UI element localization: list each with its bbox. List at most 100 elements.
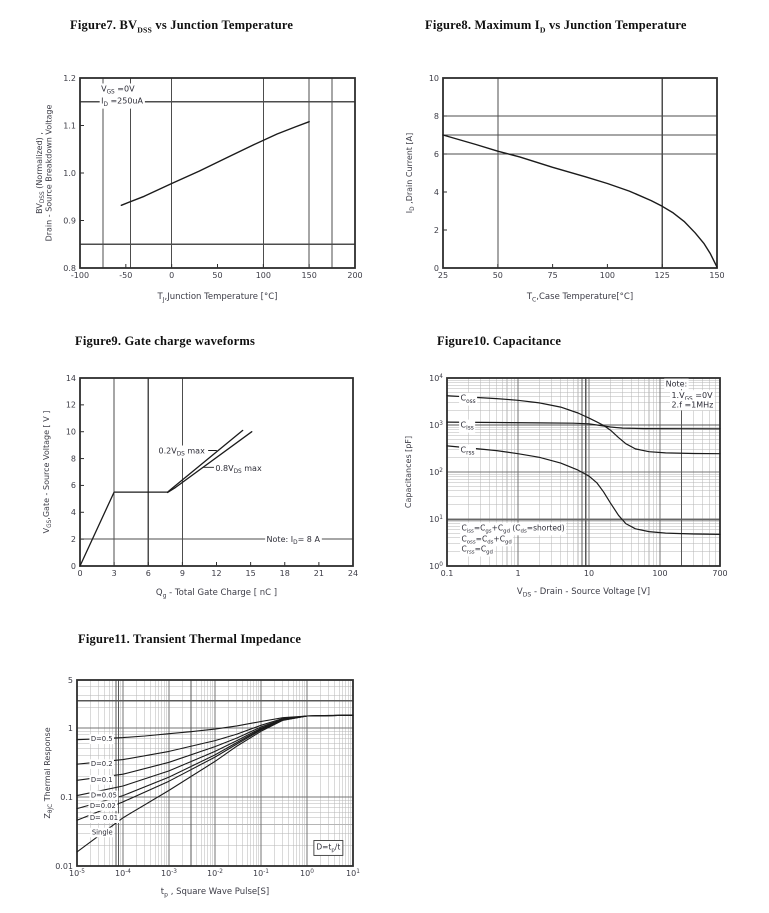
- plot-border: [442, 77, 718, 269]
- svg-text:104: 104: [429, 374, 443, 383]
- svg-text:1: 1: [515, 569, 520, 578]
- svg-text:Ciss: Ciss: [461, 420, 474, 431]
- svg-text:0.8: 0.8: [63, 264, 76, 273]
- tick-labels: 0.1 1 10 100 700 100 101 102 103 104: [429, 374, 728, 578]
- svg-text:ID ,Drain Current [A]: ID ,Drain Current [A]: [405, 133, 416, 213]
- svg-text:4: 4: [71, 508, 76, 517]
- svg-text:50: 50: [212, 271, 222, 280]
- tick-labels: -100 -50 0 50 100 150 200 0.8 0.9 1.0 1.1 1.2: [63, 74, 362, 280]
- series: [76, 714, 354, 853]
- svg-text:12: 12: [211, 569, 221, 578]
- annotations: VGS =0V ID =250uA: [99, 83, 145, 109]
- svg-text:tp , Square Wave Pulse[S]: tp , Square Wave Pulse[S]: [161, 887, 269, 898]
- svg-text:1: 1: [68, 724, 73, 733]
- svg-text:0: 0: [71, 562, 76, 571]
- grid-lines: [443, 78, 717, 268]
- grid-lines: [80, 378, 353, 566]
- svg-text:-50: -50: [119, 271, 132, 280]
- series: [442, 134, 718, 268]
- svg-text:10-1: 10-1: [253, 869, 269, 878]
- annotations: D=0.5 D=0.2 D=0.1 D=0.05 D=0.02 D= 0.01 Single…: [88, 734, 344, 856]
- svg-text:Note:: Note:: [666, 379, 688, 388]
- series-ciss: [446, 421, 721, 430]
- svg-text:Drain - Source Breakdown Volta: Drain - Source Breakdown Voltage: [45, 105, 54, 242]
- svg-text:0.2VDS max: 0.2VDS max: [158, 446, 205, 457]
- svg-text:100: 100: [300, 869, 314, 878]
- svg-text:10: 10: [429, 74, 439, 83]
- svg-text:5: 5: [68, 676, 73, 685]
- svg-text:ZθJC Thermal Response: ZθJC Thermal Response: [43, 727, 54, 818]
- svg-text:18: 18: [280, 569, 290, 578]
- svg-text:1.2: 1.2: [63, 74, 76, 83]
- svg-text:D=tp/t: D=tp/t: [316, 842, 340, 853]
- svg-text:1.0: 1.0: [63, 169, 76, 178]
- series-bvdss-normalized: [120, 121, 310, 206]
- svg-text:125: 125: [655, 271, 670, 280]
- svg-text:100: 100: [256, 271, 271, 280]
- svg-text:D=0.5: D=0.5: [91, 735, 113, 743]
- series: [79, 429, 253, 567]
- axis-titles: VDS - Drain - Source Voltage [V] Capacita…: [404, 436, 650, 598]
- svg-text:1.1: 1.1: [63, 121, 76, 130]
- svg-text:VGS =0V: VGS =0V: [101, 84, 135, 95]
- figure11-chart: 10-5 10-4 10-3 10-2 10-1 100 101 0.01 0.1 1 5 D=0.5…: [43, 676, 360, 899]
- svg-text:D=0.2: D=0.2: [91, 760, 113, 768]
- svg-text:D=0.02: D=0.02: [90, 802, 116, 810]
- axis-titles: tp , Square Wave Pulse[S] ZθJC Thermal Re…: [43, 727, 269, 898]
- figure10-title: Figure10. Capacitance: [437, 334, 562, 348]
- figure7-chart: -100 -50 0 50 100 150 200 0.8 0.9 1.0 1.1 1.2 VGS =0…: [35, 74, 363, 304]
- svg-text:Coss=Cds+Cgd: Coss=Cds+Cgd: [461, 534, 511, 545]
- svg-text:101: 101: [346, 869, 360, 878]
- svg-text:75: 75: [548, 271, 558, 280]
- svg-text:BVDSS (Normalized) ,: BVDSS (Normalized) ,: [35, 132, 46, 214]
- annotations: 0.2VDS max 0.8VDS max Note: ID= 8 A: [157, 445, 322, 547]
- svg-text:24: 24: [348, 569, 358, 578]
- svg-text:10: 10: [66, 428, 76, 437]
- svg-text:VDS - Drain - Source Voltage [: VDS - Drain - Source Voltage [V]: [517, 587, 650, 598]
- svg-text:D=0.1: D=0.1: [91, 776, 113, 784]
- svg-text:0: 0: [77, 569, 82, 578]
- annotations: Coss Ciss Crss Note: 1.VGS =0V2.f =1MHz Ciss=…: [459, 378, 715, 557]
- svg-text:101: 101: [429, 515, 443, 524]
- svg-text:0: 0: [434, 264, 439, 273]
- svg-text:D= 0.01: D= 0.01: [90, 814, 118, 822]
- svg-text:10-5: 10-5: [69, 869, 85, 878]
- svg-text:100: 100: [429, 562, 443, 571]
- svg-text:8: 8: [434, 112, 439, 121]
- svg-text:8: 8: [71, 454, 76, 463]
- svg-text:1.VGS =0V: 1.VGS =0V: [671, 391, 713, 402]
- svg-text:D=0.05: D=0.05: [91, 791, 117, 799]
- svg-text:-100: -100: [71, 271, 89, 280]
- plot-border: [446, 377, 721, 567]
- series-id-max: [442, 134, 718, 268]
- svg-text:103: 103: [429, 421, 443, 430]
- plot-border: [76, 679, 354, 867]
- figure9-title: Figure9. Gate charge waveforms: [75, 334, 256, 348]
- svg-text:21: 21: [314, 569, 324, 578]
- grid-lines: [80, 78, 355, 268]
- axis-titles: Qg - Total Gate Charge [ nC ] VGS,Gate - …: [42, 411, 277, 600]
- series-vgs-curve-0p8vds: [166, 431, 253, 494]
- series-coss: [446, 395, 721, 455]
- figure8-chart: 25 50 75 100 125 150 0 2 4 6 8 10 TC,Case Temperatur…: [405, 74, 725, 304]
- figure10-chart: 0.1 1 10 100 700 100 101 102 103 104 Coss Ciss Crss N…: [404, 374, 728, 599]
- svg-text:Note: ID= 8 A: Note: ID= 8 A: [267, 535, 321, 546]
- svg-text:200: 200: [347, 271, 362, 280]
- svg-text:15: 15: [246, 569, 256, 578]
- svg-text:0.1: 0.1: [60, 793, 73, 802]
- figure8-title: Figure8. Maximum ID vs Junction Temperat…: [425, 18, 687, 35]
- axis-titles: TJ,Junction Temperature [°C] BVDSS (Norma…: [35, 105, 278, 304]
- svg-text:3: 3: [112, 569, 117, 578]
- svg-text:6: 6: [146, 569, 151, 578]
- series: [446, 395, 721, 535]
- svg-text:10-2: 10-2: [207, 869, 223, 878]
- svg-text:Coss: Coss: [461, 394, 476, 405]
- svg-text:700: 700: [712, 569, 727, 578]
- svg-text:Capacitances [pF]: Capacitances [pF]: [404, 436, 413, 508]
- series-crss: [446, 445, 721, 535]
- svg-text:10-4: 10-4: [115, 869, 131, 878]
- svg-text:10-3: 10-3: [161, 869, 177, 878]
